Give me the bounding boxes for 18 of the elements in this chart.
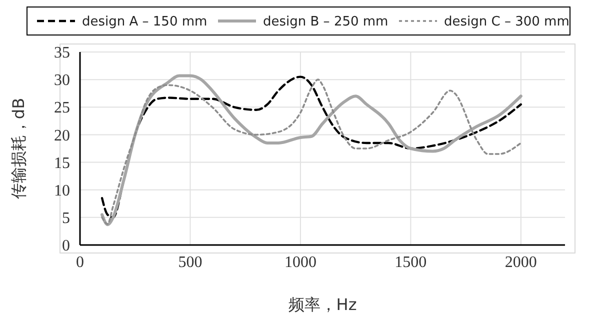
y-tick-label: 35: [54, 44, 70, 62]
x-tick-label: 500: [178, 254, 202, 271]
y-tick-label: 25: [54, 100, 70, 117]
y-tick-label: 30: [54, 72, 70, 90]
x-tick-label: 2000: [504, 254, 537, 271]
x-axis-title: 频率，Hz: [288, 295, 357, 314]
legend-label: design B – 250 mm: [263, 14, 388, 30]
x-tick-label: 1000: [284, 254, 316, 271]
legend-label: design C – 300 mm: [444, 14, 570, 30]
x-tick-label: 0: [76, 254, 84, 271]
y-tick-label: 0: [62, 238, 70, 255]
y-tick-label: 15: [54, 154, 70, 172]
y-axis-title: 传输损耗，dB: [9, 98, 28, 200]
legend-label: design A – 150 mm: [82, 14, 208, 30]
y-tick-label: 20: [54, 127, 70, 144]
x-tick-label: 1500: [394, 254, 427, 271]
y-tick-label: 10: [54, 182, 70, 200]
y-tick-label: 5: [62, 210, 70, 228]
